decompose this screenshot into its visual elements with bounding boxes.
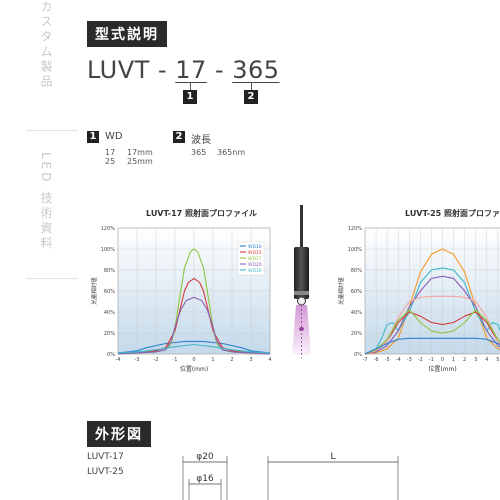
chart1-title: LUVT-17 照射面プロファイル <box>146 209 258 218</box>
x-tick-label: 2 <box>230 357 233 363</box>
leader-line-1 <box>190 82 191 90</box>
x-tick-label: -1 <box>173 357 178 363</box>
series-line <box>117 296 271 355</box>
legend-item: WD17 <box>248 256 262 262</box>
sidebar-divider <box>26 130 78 131</box>
spec-code: 25 <box>105 157 116 166</box>
x-tick-label: 1 <box>211 357 214 363</box>
x-tick-label: -4 <box>396 357 401 363</box>
sidebar-item-led-docs[interactable]: LED 技術資料 <box>39 152 53 252</box>
spec-badge-wavelength: 2 <box>173 131 185 143</box>
x-tick-label: 0 <box>192 357 195 363</box>
y-tick-label: 20% <box>104 331 115 337</box>
x-tick-label: -2 <box>418 357 423 363</box>
dim-label-length: L <box>330 452 335 462</box>
legend-item: WD30 <box>248 268 262 274</box>
legend-item: WD20 <box>248 262 262 268</box>
y-tick-label: 100% <box>348 247 363 253</box>
model-code: LUVT - 17 - 365 <box>87 56 280 84</box>
spec-value: 17mm <box>127 148 153 157</box>
spec-label-wd: WD <box>105 131 123 142</box>
spec-label-wavelength: 波長 <box>191 135 211 146</box>
x-tick-label: 3 <box>474 357 477 363</box>
spec-row: 365 365nm <box>191 148 245 157</box>
y-tick-label: 80% <box>104 268 115 274</box>
sidebar-divider <box>26 278 78 279</box>
model-dash: - <box>214 56 225 84</box>
section-title-outline: 外形図 <box>87 421 151 447</box>
outline-model: LUVT-17 <box>87 452 124 462</box>
x-tick-label: 2 <box>463 357 466 363</box>
x-tick-label: -3 <box>407 357 412 363</box>
model-seg-wd: 17 <box>175 56 207 84</box>
series-line <box>117 277 271 355</box>
x-tick-label: 4 <box>485 357 488 363</box>
series-line <box>117 340 271 354</box>
y-tick-label: 0% <box>354 352 362 358</box>
y-tick-label: 60% <box>104 289 115 295</box>
legend-item: WD10 <box>248 244 262 250</box>
dim-label-outer: φ20 <box>196 452 214 462</box>
chart2-title: LUVT-25 照射面プロファイル <box>405 209 500 218</box>
dim-label-inner: φ16 <box>196 474 214 484</box>
badge-2: 2 <box>244 90 258 104</box>
series-line <box>364 267 500 355</box>
badge-1: 1 <box>183 90 197 104</box>
y-axis-label: 光量相対値 <box>337 277 345 305</box>
x-tick-label: 0 <box>441 357 444 363</box>
x-tick-label: 3 <box>249 357 252 363</box>
y-tick-label: 120% <box>101 226 116 232</box>
x-tick-label: -3 <box>135 357 140 363</box>
spec-value: 25mm <box>127 157 153 166</box>
y-tick-label: 60% <box>351 289 362 295</box>
legend-item: WD15 <box>248 250 262 256</box>
model-seg-wavelength: 365 <box>232 56 280 84</box>
y-tick-label: 40% <box>351 310 362 316</box>
series-line <box>364 248 500 355</box>
spec-row: 17 17mm <box>105 148 153 157</box>
x-tick-label: -6 <box>374 357 379 363</box>
chart2-profile-plot: -7-6-5-4-3-2-1012345670%20%40%60%80%100%… <box>337 226 500 373</box>
x-tick-label: -4 <box>116 357 121 363</box>
x-tick-label: 4 <box>268 357 271 363</box>
spec-row: 25 25mm <box>105 157 153 166</box>
chart1-profile-plot: -4 -3 -2 -1 0 1 2 3 40%20%40%60%80%100%120%位置(mm… <box>90 226 272 373</box>
x-tick-label: -2 <box>154 357 159 363</box>
spec-value: 365nm <box>217 148 246 157</box>
probe-illustration <box>292 205 311 358</box>
x-axis-label: 位置(mm) <box>428 365 456 373</box>
spec-code: 17 <box>105 148 116 157</box>
y-tick-label: 100% <box>101 247 116 253</box>
sidebar: カスタム製品 LED 技術資料 <box>0 0 78 500</box>
spec-code: 365 <box>191 148 207 157</box>
x-tick-label: 1 <box>452 357 455 363</box>
series-line <box>364 275 500 355</box>
series-line <box>364 337 500 355</box>
y-axis-label: 光量相対値 <box>90 277 98 305</box>
x-axis-label: 位置(mm) <box>180 365 208 373</box>
y-tick-label: 20% <box>351 331 362 337</box>
y-tick-label: 80% <box>351 268 362 274</box>
section-title-model: 型式説明 <box>87 21 167 47</box>
outline-drawing: φ20 φ16 L <box>182 452 399 500</box>
spec-badge-wd: 1 <box>87 131 99 143</box>
x-tick-label: -1 <box>429 357 434 363</box>
model-base: LUVT - <box>87 56 168 84</box>
sidebar-item-custom[interactable]: カスタム製品 <box>39 0 53 90</box>
x-tick-label: 5 <box>496 357 499 363</box>
x-tick-label: -7 <box>363 357 368 363</box>
outline-model: LUVT-25 <box>87 467 124 477</box>
series-line <box>364 309 500 355</box>
series-line <box>117 343 271 354</box>
leader-line-2 <box>251 82 252 90</box>
y-tick-label: 40% <box>104 310 115 316</box>
y-tick-label: 0% <box>107 352 115 358</box>
series-line <box>364 311 500 355</box>
y-tick-label: 120% <box>348 226 363 232</box>
x-tick-label: -5 <box>385 357 390 363</box>
